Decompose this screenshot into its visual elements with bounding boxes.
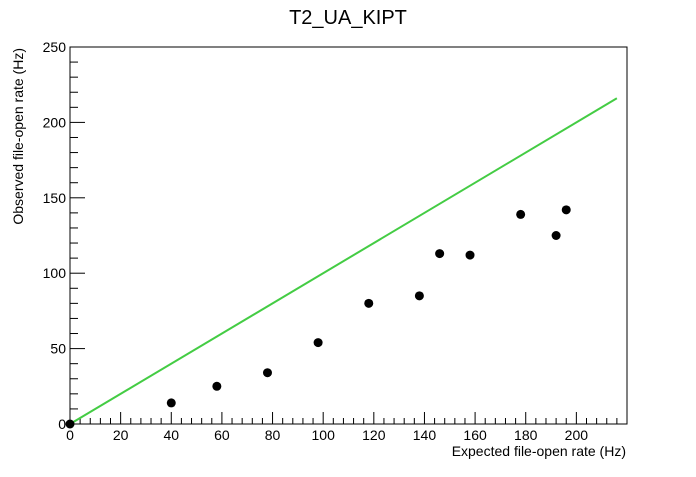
data-point xyxy=(262,368,272,378)
data-point xyxy=(465,250,475,260)
y-axis: 0 50 100 150 200 250 xyxy=(43,39,85,432)
x-axis: 0 20 40 60 80 100 120 140 160 180 200 xyxy=(66,412,618,443)
x-tick-label: 140 xyxy=(413,427,437,443)
data-point xyxy=(313,338,323,348)
x-tick-label: 40 xyxy=(163,427,179,443)
y-tick-label: 250 xyxy=(43,39,67,55)
data-point xyxy=(516,209,526,219)
y-tick-label: 50 xyxy=(50,341,66,357)
x-tick-label: 180 xyxy=(514,427,538,443)
y-tick-label: 0 xyxy=(58,416,66,432)
plot-frame xyxy=(69,46,628,425)
x-tick-label: 160 xyxy=(463,427,487,443)
data-point xyxy=(414,291,424,301)
data-point xyxy=(364,298,374,308)
x-tick-label: 80 xyxy=(265,427,281,443)
x-tick-label: 60 xyxy=(214,427,230,443)
chart-title: T2_UA_KIPT xyxy=(289,7,407,29)
data-point xyxy=(166,398,176,408)
x-tick-label: 20 xyxy=(113,427,129,443)
data-point xyxy=(435,249,445,259)
series-layer xyxy=(65,97,618,429)
data-point xyxy=(551,231,561,240)
data-point xyxy=(212,381,222,391)
y-axis-label: Observed file-open rate (Hz) xyxy=(10,48,26,225)
data-point xyxy=(65,419,75,429)
y-tick-label: 100 xyxy=(43,265,67,281)
y-tick-label: 150 xyxy=(43,190,67,206)
x-tick-label: 120 xyxy=(362,427,386,443)
y-tick-label: 200 xyxy=(43,114,67,130)
x-tick-label: 100 xyxy=(312,427,336,443)
reference-line xyxy=(69,97,618,425)
x-tick-label: 0 xyxy=(66,427,74,443)
data-point xyxy=(561,205,571,215)
x-axis-label: Expected file-open rate (Hz) xyxy=(452,443,626,459)
x-tick-label: 200 xyxy=(565,427,589,443)
